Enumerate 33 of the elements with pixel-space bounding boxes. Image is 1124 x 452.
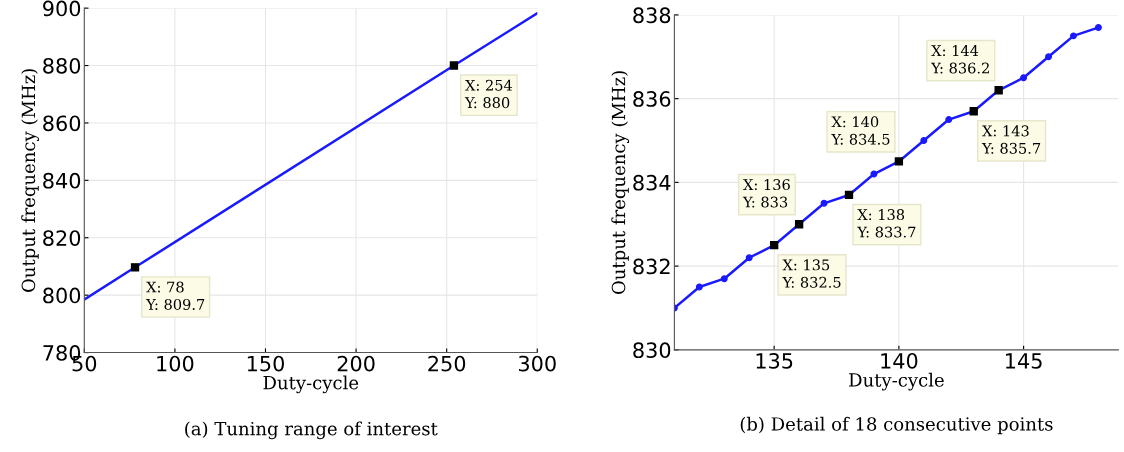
annotation: X: 140 Y: 834.5 — [831, 116, 890, 145]
text: (a) Tuning range of interest — [185, 421, 438, 440]
y-axis-title: Output frequency (MHz) — [21, 69, 39, 292]
x-tick-label: 140 — [881, 352, 918, 369]
y-tick-label: 834 — [633, 174, 671, 191]
y-tick-label: 830 — [633, 342, 671, 359]
x-tick-label: 100 — [157, 355, 194, 372]
y-tick-label: 840 — [43, 172, 81, 189]
y-tick-label: 860 — [43, 115, 81, 132]
annotation: X: 144 Y: 836.2 — [931, 45, 989, 74]
y-tick-label: 880 — [43, 57, 81, 74]
y-tick-label: 900 — [43, 0, 81, 17]
y-tick-label: 836 — [633, 91, 671, 107]
annotation: X: 138 Y: 833.7 — [857, 209, 916, 238]
annotation: X: 136 Y: 833 — [742, 179, 790, 208]
x-tick-label: 250 — [428, 355, 466, 372]
y-tick-label: 838 — [633, 7, 671, 24]
annotation: X: 254 Y: 880 — [464, 79, 513, 109]
annotation: X: 78 Y: 809.7 — [145, 281, 205, 310]
x-tick-label: 300 — [518, 355, 556, 372]
y-tick-label: 832 — [633, 258, 670, 275]
y-axis-title: Output frequency (MHz) — [611, 71, 630, 294]
x-tick-label: 135 — [756, 352, 793, 369]
annotation: X: 143 Y: 835.7 — [981, 125, 1041, 154]
y-tick-label: 820 — [43, 230, 81, 246]
text: (b) Detail of 18 consecutive points — [740, 416, 1053, 435]
annotation: X: 135 Y: 832.5 — [782, 259, 841, 288]
x-axis-title: Duty-cycle — [849, 372, 944, 391]
x-tick-label: 145 — [1006, 353, 1042, 369]
x-axis-title: Duty-cycle — [263, 375, 359, 394]
x-tick-label: 200 — [337, 355, 375, 372]
x-tick-label: 150 — [247, 355, 284, 372]
y-tick-label: 800 — [43, 287, 81, 304]
